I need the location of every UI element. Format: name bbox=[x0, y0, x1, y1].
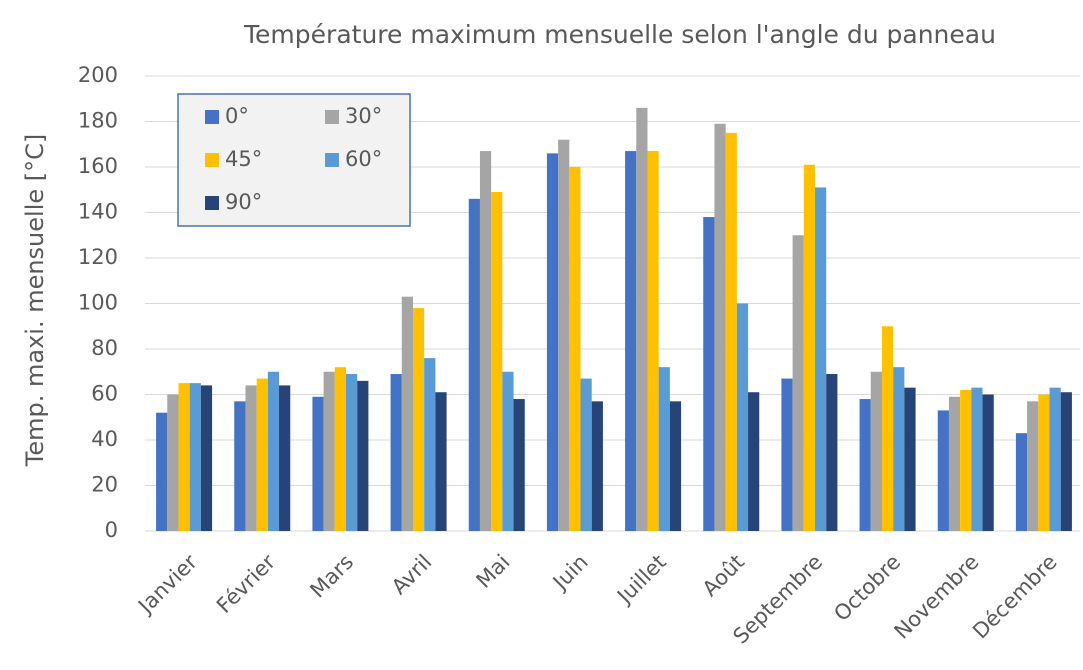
bar bbox=[826, 374, 838, 531]
bar bbox=[803, 164, 816, 531]
bar bbox=[904, 387, 916, 531]
bar bbox=[658, 367, 670, 531]
bar bbox=[1038, 394, 1050, 531]
bar bbox=[781, 378, 793, 531]
bar bbox=[412, 308, 425, 531]
y-tick-label: 140 bbox=[78, 200, 118, 224]
bar bbox=[591, 401, 603, 531]
bar bbox=[401, 296, 413, 531]
y-tick-label: 40 bbox=[91, 427, 118, 451]
legend-label: 45° bbox=[225, 147, 262, 171]
legend-swatch bbox=[205, 153, 219, 167]
legend-swatch bbox=[325, 153, 339, 167]
bar bbox=[334, 367, 347, 531]
bar bbox=[435, 392, 447, 531]
bar bbox=[312, 396, 324, 531]
x-tick-label: Juillet bbox=[611, 550, 671, 610]
y-tick-label: 180 bbox=[78, 109, 118, 133]
x-tick-label: Avril bbox=[387, 550, 436, 599]
legend-label: 90° bbox=[225, 190, 262, 214]
bar bbox=[1060, 392, 1072, 531]
bar bbox=[267, 371, 280, 531]
bar bbox=[502, 371, 514, 531]
y-tick-label: 200 bbox=[78, 63, 118, 87]
bar bbox=[870, 371, 882, 531]
bar bbox=[167, 394, 179, 531]
legend-swatch bbox=[205, 196, 219, 210]
legend-label: 30° bbox=[345, 104, 382, 128]
bar bbox=[256, 378, 268, 531]
bar bbox=[580, 378, 592, 531]
x-tick-label: Novembre bbox=[890, 550, 984, 644]
bar bbox=[636, 107, 648, 531]
bar bbox=[279, 385, 291, 531]
bar bbox=[893, 367, 905, 531]
x-tick-label: Juin bbox=[547, 550, 593, 596]
bar bbox=[558, 139, 570, 531]
bar bbox=[390, 374, 402, 531]
bar bbox=[479, 151, 492, 531]
y-tick-label: 60 bbox=[91, 382, 118, 406]
bar bbox=[714, 123, 726, 532]
legend-swatch bbox=[325, 110, 339, 124]
y-tick-label: 0 bbox=[105, 518, 118, 542]
chart-title: Température maximum mensuelle selon l'an… bbox=[243, 20, 996, 49]
y-tick-label: 100 bbox=[78, 291, 118, 315]
bar bbox=[647, 151, 659, 531]
x-tick-label: Février bbox=[212, 550, 280, 618]
bar bbox=[669, 401, 682, 531]
y-tick-label: 120 bbox=[78, 245, 118, 269]
bar bbox=[625, 151, 637, 531]
x-tick-label: Mars bbox=[305, 550, 358, 603]
y-tick-label: 80 bbox=[91, 336, 118, 360]
x-tick-label: Janvier bbox=[132, 550, 202, 620]
bar bbox=[245, 385, 257, 531]
bar bbox=[748, 392, 760, 531]
bar bbox=[1015, 433, 1028, 531]
bar bbox=[937, 410, 949, 531]
bar bbox=[982, 394, 994, 531]
x-tick-label: Octobre bbox=[829, 550, 905, 626]
legend-label: 0° bbox=[225, 104, 249, 128]
bar bbox=[1027, 401, 1039, 531]
bar bbox=[859, 399, 871, 531]
bar bbox=[200, 385, 213, 531]
legend-swatch bbox=[205, 110, 219, 124]
x-tick-label: Mai bbox=[472, 550, 515, 593]
bar bbox=[1049, 387, 1061, 531]
y-tick-label: 20 bbox=[91, 473, 118, 497]
bar bbox=[703, 217, 715, 532]
bar bbox=[569, 167, 581, 531]
bar bbox=[189, 383, 201, 531]
bar bbox=[513, 399, 525, 531]
x-tick-label: Décembre bbox=[968, 550, 1062, 644]
x-tick-label: Août bbox=[698, 550, 749, 601]
bar bbox=[491, 192, 503, 531]
bar bbox=[792, 235, 804, 531]
bar bbox=[156, 412, 168, 531]
bar bbox=[234, 401, 246, 531]
legend-label: 60° bbox=[345, 147, 382, 171]
bar bbox=[323, 371, 335, 531]
bar bbox=[178, 383, 190, 531]
y-tick-label: 160 bbox=[78, 154, 118, 178]
bar bbox=[468, 198, 480, 531]
bar bbox=[357, 380, 369, 531]
y-axis-label: Temp. maxi. mensuelle [°C] bbox=[21, 134, 49, 467]
bar bbox=[971, 387, 983, 531]
bar bbox=[960, 389, 972, 531]
bar bbox=[815, 187, 827, 531]
bar bbox=[736, 303, 749, 531]
bar bbox=[948, 396, 961, 531]
bar bbox=[346, 374, 358, 531]
bar bbox=[725, 132, 737, 531]
bar bbox=[424, 358, 436, 531]
bar bbox=[546, 153, 559, 531]
bar bbox=[881, 326, 894, 531]
